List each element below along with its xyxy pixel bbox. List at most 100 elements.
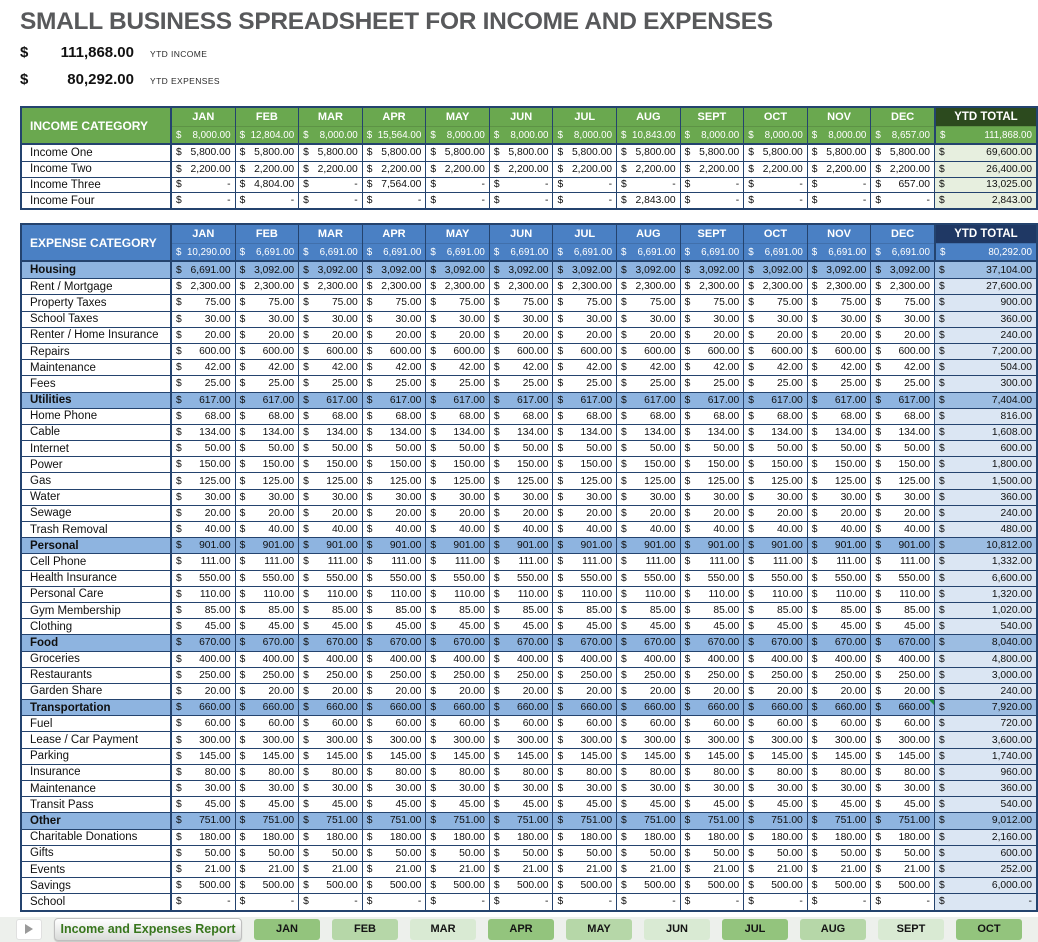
ytd-amount-cell[interactable]: $600.00 (933, 845, 1036, 861)
amount-cell[interactable]: $20.00 (425, 683, 489, 700)
month-header-cell[interactable]: NOV $8,000.00 (806, 108, 871, 143)
amount-cell[interactable]: $250.00 (488, 667, 553, 683)
ytd-amount-cell[interactable]: $27,600.00 (933, 279, 1036, 295)
amount-cell[interactable]: $60.00 (616, 716, 680, 732)
amount-cell[interactable]: $600.00 (679, 343, 744, 360)
amount-cell[interactable]: $5,800.00 (870, 145, 934, 161)
month-header-cell[interactable]: JUL $8,000.00 (552, 108, 617, 143)
amount-cell[interactable]: $ - (425, 894, 489, 910)
amount-cell[interactable]: $600.00 (870, 343, 934, 360)
amount-cell[interactable]: $85.00 (234, 602, 299, 619)
amount-cell[interactable]: $ - (679, 177, 744, 193)
amount-cell[interactable]: $110.00 (806, 586, 871, 602)
amount-cell[interactable]: $60.00 (172, 716, 235, 731)
row-label-cell[interactable]: Cable (22, 424, 172, 441)
amount-cell[interactable]: $68.00 (806, 408, 871, 424)
row-label-cell[interactable]: Groceries (22, 651, 172, 667)
amount-cell[interactable]: $30.00 (425, 489, 489, 505)
amount-cell[interactable]: $85.00 (172, 603, 235, 618)
amount-cell[interactable]: $50.00 (425, 845, 489, 861)
ytd-amount-cell[interactable]: $240.00 (933, 505, 1036, 521)
amount-cell[interactable]: $25.00 (870, 376, 934, 392)
amount-cell[interactable]: $25.00 (806, 376, 871, 392)
amount-cell[interactable]: $150.00 (488, 457, 553, 473)
amount-cell[interactable]: $40.00 (806, 522, 871, 538)
amount-cell[interactable]: $75.00 (616, 295, 680, 311)
amount-cell[interactable]: $300.00 (743, 732, 807, 748)
amount-cell[interactable]: $68.00 (298, 408, 362, 424)
amount-cell[interactable]: $550.00 (552, 570, 616, 586)
amount-cell[interactable]: $150.00 (616, 457, 680, 473)
amount-cell[interactable]: $30.00 (870, 489, 934, 505)
amount-cell[interactable]: $670.00 (616, 635, 680, 651)
amount-cell[interactable]: $75.00 (172, 295, 235, 310)
amount-cell[interactable]: $30.00 (361, 781, 426, 797)
amount-cell[interactable]: $40.00 (298, 522, 362, 538)
amount-cell[interactable]: $180.00 (234, 829, 299, 845)
amount-cell[interactable]: $2,200.00 (679, 161, 744, 177)
amount-cell[interactable]: $20.00 (425, 327, 489, 343)
amount-cell[interactable]: $617.00 (552, 392, 616, 408)
ytd-amount-cell[interactable]: $480.00 (933, 522, 1036, 538)
amount-cell[interactable]: $134.00 (172, 425, 235, 440)
amount-cell[interactable]: $3,092.00 (870, 262, 934, 279)
amount-cell[interactable]: $20.00 (361, 327, 426, 343)
row-label-cell[interactable]: Gifts (22, 845, 172, 861)
amount-cell[interactable]: $20.00 (552, 327, 616, 343)
amount-cell[interactable]: $550.00 (172, 571, 235, 586)
amount-cell[interactable]: $2,300.00 (616, 279, 680, 295)
amount-cell[interactable]: $111.00 (488, 554, 553, 570)
amount-cell[interactable]: $85.00 (806, 602, 871, 619)
amount-cell[interactable]: $901.00 (488, 538, 553, 554)
ytd-amount-cell[interactable]: $2,160.00 (933, 829, 1036, 845)
amount-cell[interactable]: $30.00 (298, 489, 362, 505)
amount-cell[interactable]: $3,092.00 (616, 262, 680, 279)
amount-cell[interactable]: $550.00 (234, 570, 299, 586)
amount-cell[interactable]: $50.00 (488, 845, 553, 861)
ytd-amount-cell[interactable]: $240.00 (933, 683, 1036, 700)
row-label-cell[interactable]: Income One (22, 145, 172, 161)
ytd-amount-cell[interactable]: $252.00 (933, 861, 1036, 878)
row-label-cell[interactable]: Renter / Home Insurance (22, 327, 172, 343)
row-label-cell[interactable]: Lease / Car Payment (22, 732, 172, 748)
amount-cell[interactable]: $20.00 (679, 683, 744, 700)
amount-cell[interactable]: $30.00 (870, 781, 934, 797)
amount-cell[interactable]: $75.00 (234, 295, 299, 311)
amount-cell[interactable]: $ - (298, 894, 362, 910)
amount-cell[interactable]: $45.00 (679, 619, 744, 635)
amount-cell[interactable]: $110.00 (488, 586, 553, 602)
amount-cell[interactable]: $150.00 (552, 457, 616, 473)
amount-cell[interactable]: $500.00 (679, 878, 744, 894)
row-label-cell[interactable]: Transportation (22, 700, 172, 716)
amount-cell[interactable]: $180.00 (616, 829, 680, 845)
ytd-amount-cell[interactable]: $9,012.00 (933, 813, 1036, 829)
amount-cell[interactable]: $ - (172, 178, 235, 193)
amount-cell[interactable]: $600.00 (743, 343, 807, 360)
amount-cell[interactable]: $40.00 (679, 522, 744, 538)
amount-cell[interactable]: $2,200.00 (743, 161, 807, 177)
amount-cell[interactable]: $250.00 (298, 667, 362, 683)
amount-cell[interactable]: $20.00 (298, 505, 362, 521)
amount-cell[interactable]: $400.00 (488, 651, 553, 667)
month-header-cell[interactable]: MAY $8,000.00 (425, 108, 489, 143)
tab-oct[interactable]: OCT (956, 918, 1022, 940)
amount-cell[interactable]: $901.00 (425, 538, 489, 554)
amount-cell[interactable]: $68.00 (616, 408, 680, 424)
amount-cell[interactable]: $42.00 (806, 360, 871, 376)
amount-cell[interactable]: $85.00 (679, 602, 744, 619)
amount-cell[interactable]: $617.00 (488, 392, 553, 408)
amount-cell[interactable]: $42.00 (488, 360, 553, 376)
amount-cell[interactable]: $2,200.00 (234, 161, 299, 177)
amount-cell[interactable]: $125.00 (870, 473, 934, 489)
amount-cell[interactable]: $42.00 (234, 360, 299, 376)
amount-cell[interactable]: $50.00 (743, 441, 807, 457)
amount-cell[interactable]: $250.00 (361, 667, 426, 683)
amount-cell[interactable]: $68.00 (743, 408, 807, 424)
amount-cell[interactable]: $180.00 (298, 829, 362, 845)
amount-cell[interactable]: $400.00 (425, 651, 489, 667)
amount-cell[interactable]: $145.00 (425, 748, 489, 764)
amount-cell[interactable]: $68.00 (361, 408, 426, 424)
amount-cell[interactable]: $80.00 (743, 764, 807, 780)
amount-cell[interactable]: $21.00 (298, 861, 362, 878)
amount-cell[interactable]: $751.00 (806, 813, 871, 829)
